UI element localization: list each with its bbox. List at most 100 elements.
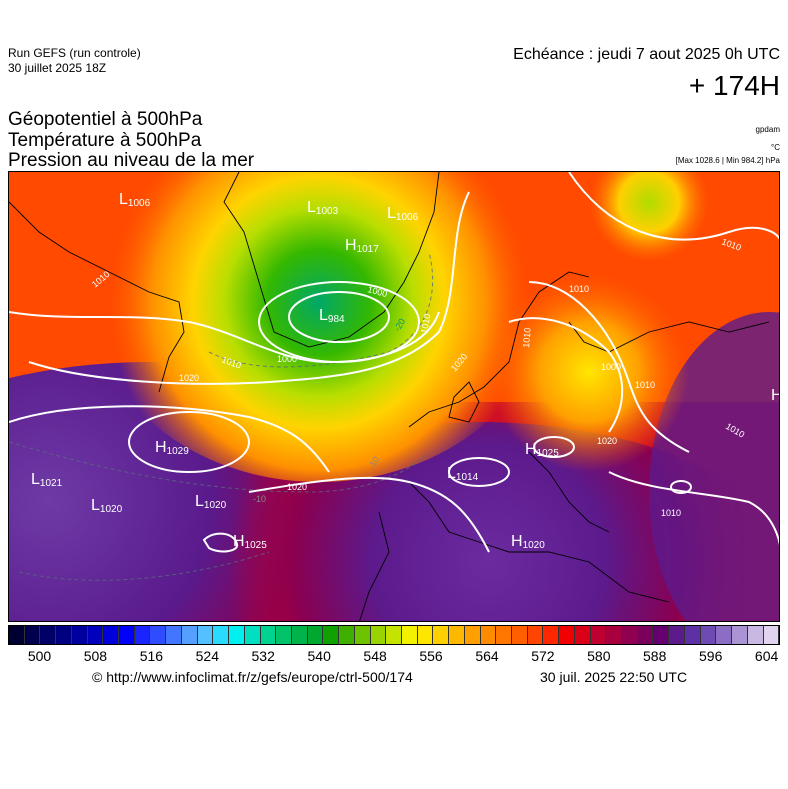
forecast-valid-time: Echéance : jeudi 7 aout 2025 0h UTC (513, 46, 780, 63)
unit-pressure-range: [Max 1028.6 | Min 984.2] hPa (675, 156, 780, 165)
isobar-label: 1020 (287, 482, 307, 492)
run-title: Run GEFS (run controle) (8, 46, 141, 60)
isobar-1010-scandinavia (508, 317, 624, 433)
alps-border (528, 451, 610, 533)
colorbar-tick-label: 500 (27, 648, 52, 664)
center-type: L (319, 307, 328, 324)
colorbar-swatch (229, 626, 245, 644)
colorbar-swatch (276, 626, 292, 644)
center-type: L (387, 205, 396, 222)
colorbar-tick-label: 548 (363, 648, 387, 664)
weather-map: L1006 L1003 L1006 H1017 L984 H1029 L1021… (8, 171, 780, 622)
isobar-1000 (258, 281, 420, 363)
colorbar-swatch (56, 626, 72, 644)
colorbar-tick-label: 588 (643, 648, 667, 664)
pressure-center-3: H1017 (345, 237, 379, 255)
colorbar-swatch (150, 626, 167, 644)
center-value: 1006 (396, 212, 419, 223)
isobar-1010-east (608, 471, 779, 546)
isobar-label: 1000 (601, 362, 621, 372)
colorbar-swatch (181, 626, 198, 644)
center-value: 1029 (167, 446, 190, 457)
greenland-cold-region (89, 172, 549, 482)
center-value: 1025 (245, 540, 268, 551)
isotherm-minus-20 (208, 251, 434, 368)
pressure-center-8: L1020 (195, 493, 227, 511)
pressure-center-7: L1020 (91, 497, 123, 515)
colorbar-swatch (307, 626, 324, 644)
pressure-center-12: H1020 (511, 533, 545, 551)
colorbar-tick-label: 596 (699, 648, 723, 664)
center-value: 1020 (204, 500, 227, 511)
center-value: 1006 (128, 198, 151, 209)
isobar-label: 1010 (661, 508, 681, 518)
colorbar-swatch (401, 626, 418, 644)
pressure-center-9: H1025 (233, 533, 267, 551)
europe-north-coast (408, 271, 590, 428)
center-value: 1003 (316, 206, 339, 217)
scandinavia-russia-coast (568, 321, 770, 353)
colorbar-swatch (119, 626, 135, 644)
isobar-1010-north (9, 311, 440, 364)
colorbar-swatch (653, 626, 670, 644)
colorbar-swatch (9, 626, 25, 644)
source-url[interactable]: © http://www.infoclimat.fr/z/gefs/europe… (92, 669, 413, 685)
pressure-center-10: L1014 (447, 465, 479, 483)
isobar-label: 1010 (419, 313, 432, 334)
isotherm-label: -10 (253, 494, 266, 504)
isobar-1025-alps (533, 436, 575, 458)
isobars (9, 172, 779, 553)
colorbar-swatch (527, 626, 544, 644)
isobar-label: 1020 (179, 373, 199, 383)
center-type: L (307, 199, 316, 216)
colorbar-swatch (669, 626, 685, 644)
isotherm-minus-10-b (18, 551, 270, 581)
isobar-label: 1010 (635, 380, 655, 390)
colorbar-swatch (103, 626, 120, 644)
colorbar-tick-label: 524 (195, 648, 219, 664)
colorbar-swatch (732, 626, 748, 644)
colorbar-tick-label: 508 (83, 648, 108, 664)
variable-temperature: Température à 500hPa (8, 130, 202, 151)
colorbar-swatch (323, 626, 340, 644)
isobar-1020-north (28, 191, 470, 385)
isobar-1020-south (248, 476, 490, 553)
colorbar-tick-label: 564 (475, 648, 499, 664)
run-date: 30 juillet 2025 18Z (8, 61, 107, 75)
isobar-1010-europe (528, 281, 690, 453)
unit-temperature: °C (771, 143, 780, 152)
pressure-center-labels: L1006 L1003 L1006 H1017 L984 H1029 L1021… (31, 191, 780, 551)
colorbar-swatch (496, 626, 512, 644)
colorbar-swatch (291, 626, 308, 644)
canada-coast (9, 201, 185, 393)
center-value: 1014 (456, 472, 479, 483)
generated-timestamp: 30 juil. 2025 22:50 UTC (540, 669, 688, 685)
lead-time: + 174H (688, 70, 780, 101)
center-type: L (91, 497, 100, 514)
colorbar-swatch (260, 626, 277, 644)
pressure-center-13: H (771, 387, 780, 404)
colorbar-tick-label: 516 (139, 648, 164, 664)
british-isles (448, 381, 480, 423)
colorbar-swatch (464, 626, 481, 644)
unit-geopotential: gpdam (755, 125, 780, 134)
isobar-label: 1010 (521, 327, 533, 348)
colorbar-swatch (433, 626, 450, 644)
center-value: 1025 (537, 448, 560, 459)
center-type: L (119, 191, 128, 208)
colorbar-tick-label: 580 (587, 648, 611, 664)
colorbar-swatch (339, 626, 355, 644)
colorbar-swatch (370, 626, 387, 644)
isobar-label: 1010 (569, 284, 589, 294)
pressure-center-11: H1025 (525, 441, 559, 459)
colorbar-swatch (354, 626, 371, 644)
center-type: H (771, 387, 780, 404)
colorbar-swatch (747, 626, 764, 644)
isobar-1025-azores (128, 411, 250, 473)
center-type: H (525, 441, 537, 458)
pressure-center-6: L1021 (31, 471, 63, 489)
isotherm-minus-10-a (9, 441, 430, 493)
center-type: L (195, 493, 204, 510)
temperature-isotherms (9, 251, 434, 581)
colorbar-tick-label: 556 (419, 648, 443, 664)
